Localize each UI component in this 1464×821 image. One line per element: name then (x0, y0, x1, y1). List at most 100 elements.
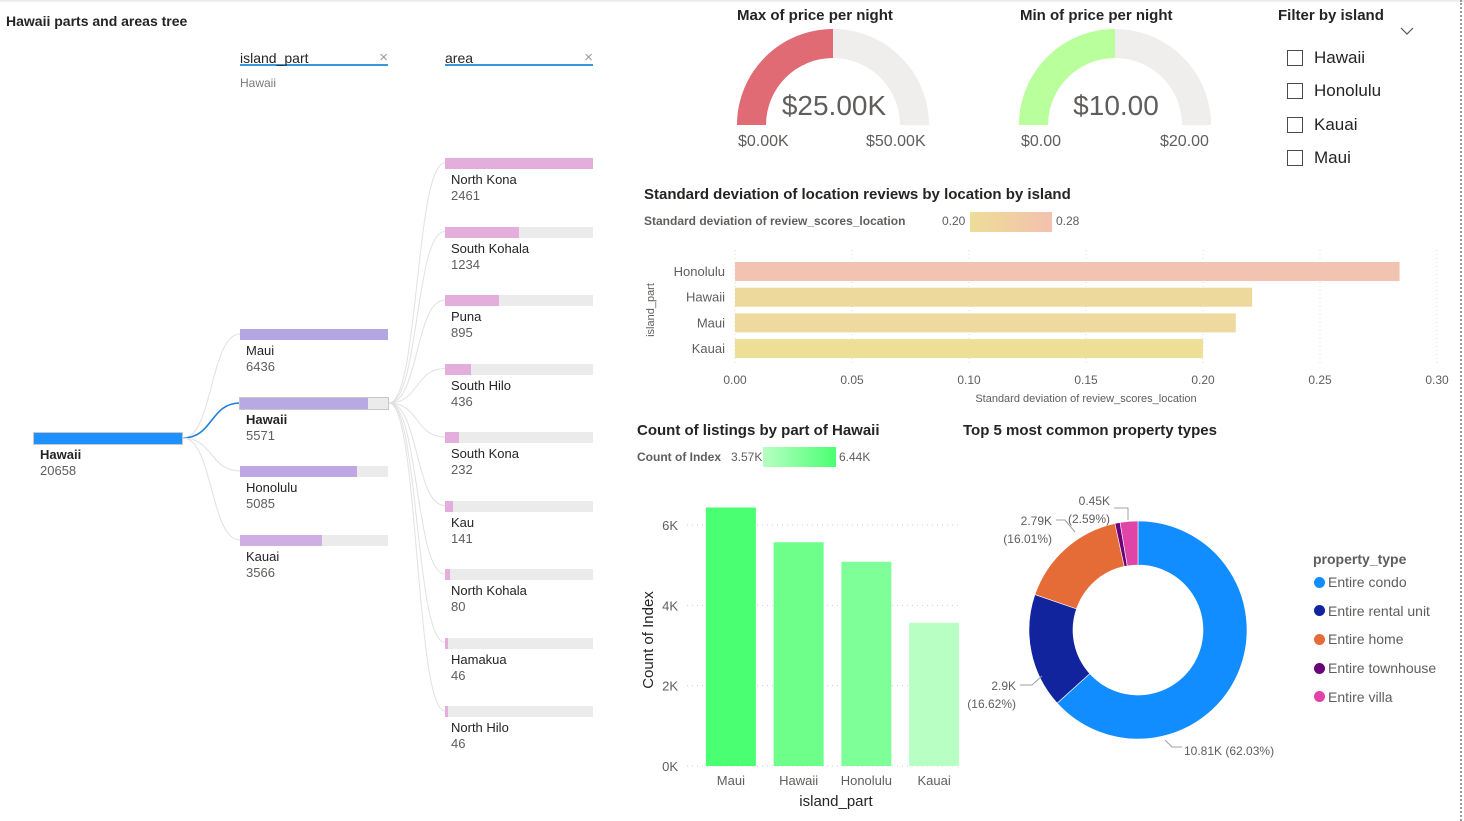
node-label: South Kona (451, 446, 519, 461)
tree-link (388, 299, 446, 404)
level-header-island-part[interactable]: island_part × (240, 49, 388, 66)
node-value: 232 (451, 462, 473, 477)
node-bar-fill (445, 706, 448, 717)
close-icon[interactable]: × (584, 49, 593, 66)
x-tick-label: 0.20 (1191, 373, 1215, 387)
node-value: 141 (451, 530, 473, 546)
data-label: 0.45K (1079, 494, 1110, 508)
legend-item[interactable]: Entire rental unit (1314, 603, 1430, 619)
node-bar-track (445, 432, 593, 443)
node-label: Hamakua (451, 651, 507, 667)
gauge-min (1019, 29, 1211, 125)
gauge-min-min-label: $0.00 (1021, 133, 1062, 150)
bar[interactable] (909, 622, 960, 766)
node-bar-fill (445, 363, 472, 375)
y-tick-label: 4K (662, 598, 678, 613)
data-label: (16.62%) (967, 697, 1016, 711)
node-value: 6436 (246, 359, 275, 374)
node-label: North Kohala (451, 583, 527, 598)
tree-link (388, 402, 446, 506)
donut-slice[interactable] (1119, 520, 1139, 567)
legend-item[interactable]: Entire townhouse (1314, 660, 1436, 676)
chevron-down-icon[interactable] (1400, 27, 1414, 36)
node-label: Hawaii (40, 447, 82, 462)
node-bar-fill (240, 329, 388, 340)
node-bar-fill (240, 535, 322, 546)
node-label: Hawaii (246, 412, 288, 427)
node-value: 1234 (451, 256, 480, 272)
bar[interactable] (735, 287, 1253, 307)
node-bar-fill (445, 637, 448, 649)
bar[interactable] (773, 542, 824, 766)
level-header-area[interactable]: area × (445, 49, 593, 66)
legend-dot-icon (1314, 576, 1325, 588)
leader-line (1114, 507, 1129, 520)
slicer-item-kauai[interactable]: Kauai (1287, 115, 1357, 135)
node-bar-fill (445, 226, 520, 238)
bar[interactable] (735, 313, 1236, 333)
gauge-max-min-label: $0.00K (738, 133, 789, 150)
node-label: Kau (451, 514, 475, 530)
x-tick-label: 0.15 (1074, 373, 1098, 387)
legend-label: Entire condo (1328, 574, 1407, 590)
node-label: North Kona (451, 172, 517, 187)
slicer-item-label: Maui (1314, 148, 1351, 167)
node-label: Puna (451, 309, 482, 324)
data-label: (2.59%) (1068, 512, 1110, 526)
slicer-item-maui[interactable]: Maui (1287, 148, 1351, 168)
checkbox[interactable] (1287, 150, 1303, 166)
count-color-gradient (763, 447, 836, 467)
node-bar-track (445, 295, 593, 306)
bar[interactable] (705, 507, 756, 766)
y-axis-title: island_part (645, 283, 657, 337)
legend-item[interactable]: Entire condo (1314, 574, 1407, 590)
legend-dot-icon (1314, 691, 1325, 703)
close-icon[interactable]: × (379, 49, 388, 66)
y-tick-label: 0K (662, 759, 678, 774)
legend-label: Entire rental unit (1328, 602, 1430, 619)
x-tick-label: 0.05 (840, 373, 864, 387)
count-bar-chart: 0K 2K 4K 6K Maui Hawaii Honolulu Kauai island_pa… (640, 507, 960, 810)
level-filter-value: Hawaii (240, 76, 277, 90)
legend-item[interactable]: Entire villa (1314, 689, 1393, 705)
y-tick-label: Honolulu (674, 264, 725, 279)
checkbox[interactable] (1287, 117, 1303, 133)
node-value: 5571 (246, 428, 275, 443)
x-tick-label: Hawaii (779, 773, 818, 788)
top-border (0, 0, 1464, 3)
legend-dot-icon (1314, 662, 1325, 674)
legend-item[interactable]: Entire home (1314, 631, 1403, 647)
tree-link (182, 333, 241, 439)
checkbox[interactable] (1287, 50, 1303, 66)
y-tick-label: Hawaii (686, 290, 725, 305)
node-label: South Kohala (451, 240, 530, 256)
stddev-color-legend-min: 0.20 (942, 214, 966, 228)
tree-link (388, 402, 446, 575)
checkbox[interactable] (1287, 83, 1303, 99)
node-label: Kauai (246, 549, 280, 564)
node-label: Maui (246, 343, 275, 358)
data-label: (16.01%) (1003, 532, 1052, 546)
slicer-title: Filter by island (1278, 7, 1384, 24)
page-edge (1460, 0, 1462, 821)
slicer-item-honolulu[interactable]: Honolulu (1287, 81, 1381, 101)
node-bar-track (445, 706, 593, 717)
x-tick-label: 0.30 (1425, 373, 1449, 387)
donut-slice[interactable] (1056, 520, 1248, 740)
tree-link (182, 437, 241, 541)
bar[interactable] (735, 339, 1203, 359)
bar[interactable] (841, 561, 892, 766)
tree-link (388, 402, 446, 712)
node-bar-track (445, 500, 593, 512)
y-tick-label: 2K (662, 679, 678, 694)
bar[interactable] (735, 262, 1400, 281)
legend-dot-icon (1314, 633, 1325, 645)
tree-link (388, 402, 446, 438)
slicer-item-label: Hawaii (1314, 48, 1366, 67)
tree-link (388, 231, 446, 404)
slicer-item-hawaii[interactable]: Hawaii (1287, 48, 1365, 68)
leader-line (1056, 519, 1076, 533)
y-tick-label: Maui (697, 315, 725, 330)
node-bar-fill (445, 569, 450, 580)
count-color-legend-max: 6.44K (839, 450, 871, 464)
